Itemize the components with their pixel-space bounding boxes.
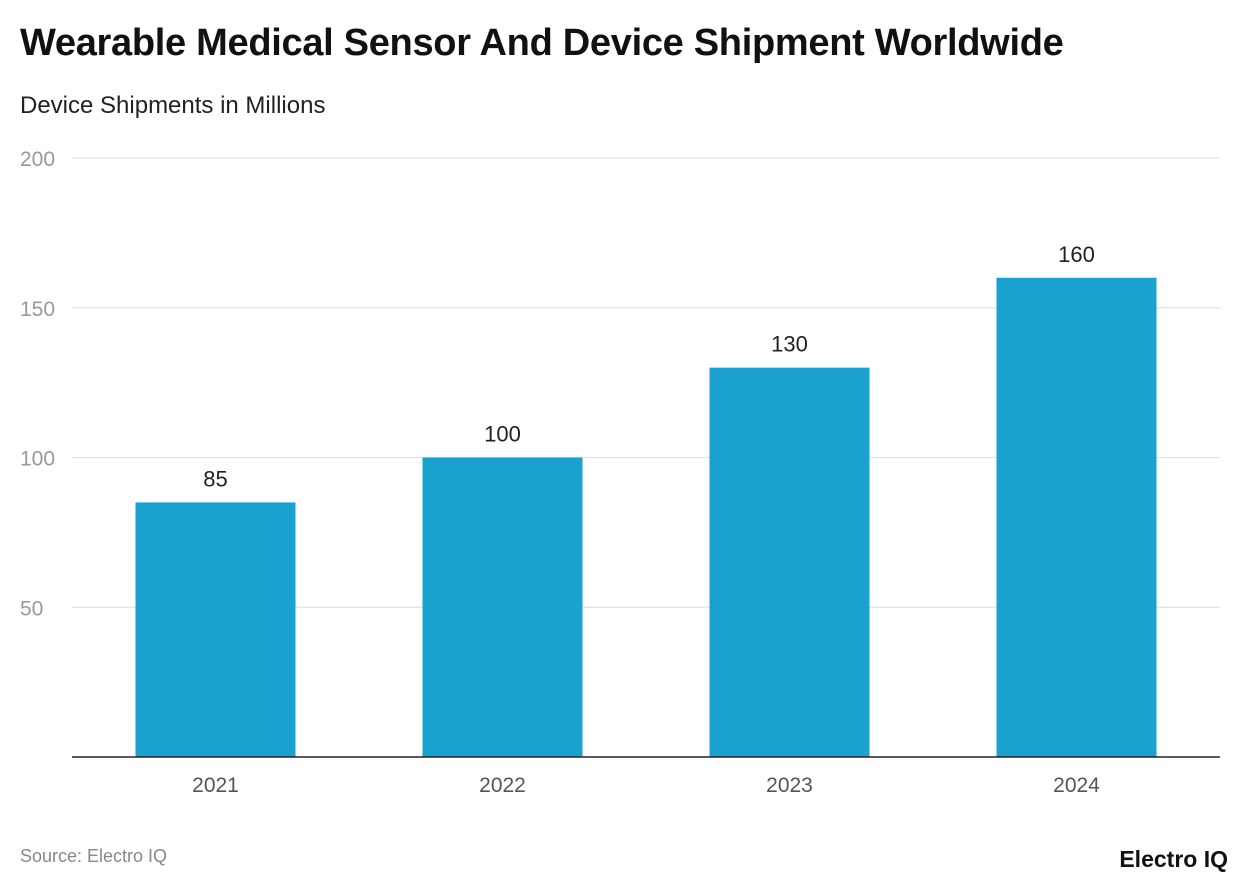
y-tick-label: 100 (20, 448, 55, 471)
y-tick-label: 50 (20, 597, 43, 620)
x-tick-label: 2023 (766, 774, 813, 797)
y-tick-label: 200 (20, 148, 55, 171)
data-label: 85 (203, 466, 227, 491)
y-tick-label: 150 (20, 298, 55, 321)
chart-subtitle: Device Shipments in Millions (20, 92, 326, 119)
x-tick-label: 2022 (479, 774, 526, 797)
electro-iq-logo: Electro IQ (1119, 846, 1228, 872)
bar-2024 (996, 277, 1157, 757)
source-note: Source: Electro IQ (20, 846, 168, 866)
bar-2022 (422, 457, 583, 757)
x-tick-label: 2024 (1053, 774, 1100, 797)
data-label: 100 (484, 422, 521, 447)
x-tick-label: 2021 (192, 774, 239, 797)
bar-2021 (135, 502, 296, 757)
data-label: 130 (771, 332, 808, 357)
chart-title: Wearable Medical Sensor And Device Shipm… (20, 22, 1064, 64)
bar-2023 (709, 367, 870, 757)
data-label: 160 (1058, 242, 1095, 267)
